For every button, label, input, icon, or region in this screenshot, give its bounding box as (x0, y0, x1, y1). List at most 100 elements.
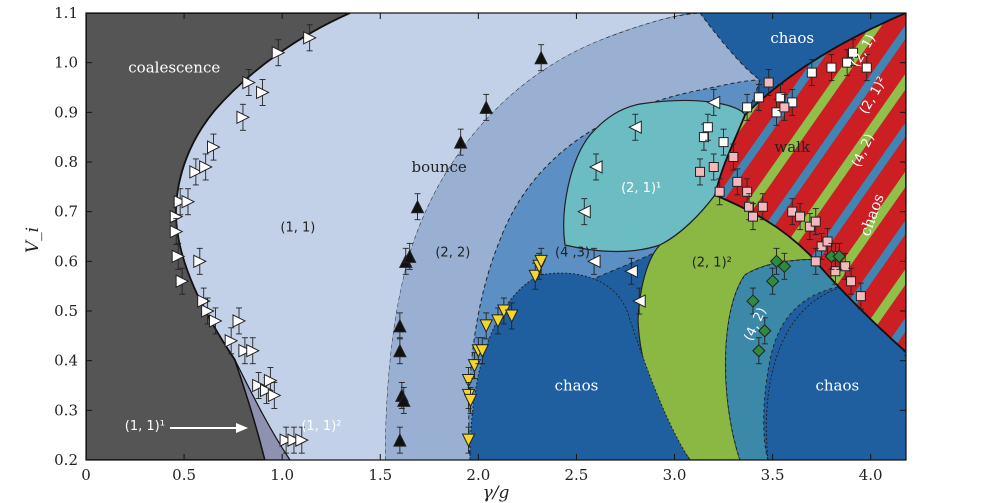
y-tick-label: 1.0 (54, 54, 78, 72)
data-point (242, 69, 256, 96)
data-point (295, 426, 309, 454)
x-tick-label: 3.0 (663, 466, 687, 484)
y-tick-label: 0.7 (54, 203, 78, 221)
data-point (479, 312, 494, 340)
data-point (742, 178, 753, 206)
data-point (810, 208, 821, 236)
data-point (534, 247, 548, 275)
data-point (708, 153, 719, 181)
regime-regions (86, 13, 906, 460)
y-axis: 0.2 0.3 0.4 0.5 0.6 0.7 0.8 0.9 1.0 1.1 (54, 4, 906, 469)
data-point (757, 193, 768, 221)
x-tick-label: 0.5 (172, 466, 196, 484)
data-point (479, 93, 494, 121)
data-point (695, 158, 706, 186)
x-axis-label: γ/g (483, 483, 510, 503)
region-label: (2, 1)² (692, 255, 732, 270)
data-point (777, 252, 792, 280)
y-tick-label: 0.2 (54, 451, 78, 469)
region-label: chaos (815, 376, 859, 394)
data-point (199, 153, 213, 181)
data-point (475, 337, 490, 365)
data-point (702, 113, 713, 141)
data-point (236, 103, 251, 131)
data-point (246, 337, 260, 365)
data-point (201, 297, 215, 325)
data-point (624, 257, 638, 285)
data-point (393, 337, 407, 365)
y-tick-label: 0.5 (54, 302, 78, 320)
x-tick-label: 0 (81, 466, 91, 484)
data-point (846, 267, 857, 295)
data-point (238, 337, 253, 365)
data-point (742, 93, 753, 121)
region-label: (2, 2) (435, 245, 470, 260)
y-axis-label: V_i (23, 227, 43, 253)
data-point (848, 39, 859, 67)
data-point (832, 242, 847, 270)
data-point (453, 128, 468, 156)
data-point (758, 317, 772, 345)
y-tick-label: 1.1 (54, 4, 78, 22)
x-tick-label: 3.5 (761, 466, 785, 484)
data-point (461, 426, 476, 454)
data-point (528, 262, 543, 290)
region-label: chaos (555, 376, 599, 394)
data-point (826, 54, 837, 82)
x-tick-label: 1.5 (368, 466, 392, 484)
data-point (396, 386, 411, 414)
data-point (208, 307, 223, 335)
region-label: (4 ,3) (555, 245, 590, 260)
data-point (769, 247, 784, 275)
data-point (173, 188, 188, 216)
region-label: bounce (411, 158, 466, 176)
data-point (491, 307, 505, 335)
y-tick-label: 0.6 (54, 252, 78, 270)
data-point (628, 113, 642, 141)
region-label: walk (774, 138, 811, 156)
data-point (732, 168, 743, 196)
data-point (232, 307, 247, 335)
data-point (207, 133, 221, 161)
region-label: (1, 1) (280, 221, 315, 236)
data-point (287, 426, 302, 454)
data-point (806, 59, 817, 87)
region-1-1-first (234, 359, 291, 460)
data-point (271, 39, 286, 67)
data-point (855, 282, 866, 310)
y-tick-label: 0.4 (54, 352, 78, 370)
data-markers (169, 24, 872, 454)
data-point (577, 198, 591, 226)
region-walk (713, 13, 906, 354)
data-point (267, 381, 282, 409)
data-point (632, 287, 646, 315)
data-point (718, 128, 729, 156)
x-tick-label: 4.0 (859, 466, 883, 484)
data-point (706, 88, 721, 116)
x-tick-label: 1.0 (270, 466, 294, 484)
data-point (822, 228, 833, 255)
data-point (779, 93, 790, 121)
data-point (171, 242, 186, 270)
data-point (303, 24, 317, 52)
region-label: chaos (770, 29, 814, 47)
data-point (193, 247, 207, 275)
x-tick-label: 2.5 (565, 466, 589, 484)
arrow-head-icon (236, 423, 248, 433)
data-point (279, 426, 294, 454)
data-point (861, 54, 872, 82)
data-point (175, 267, 190, 295)
data-point (746, 287, 760, 315)
data-point (504, 302, 519, 330)
data-point (810, 247, 821, 275)
data-point (463, 386, 478, 414)
data-point (263, 367, 278, 394)
data-point (714, 178, 725, 206)
y-tick-label: 0.3 (54, 401, 78, 419)
data-point (410, 193, 425, 221)
data-point (753, 83, 764, 111)
data-point (224, 327, 239, 355)
region-1-1 (86, 13, 690, 460)
data-point (588, 153, 603, 181)
